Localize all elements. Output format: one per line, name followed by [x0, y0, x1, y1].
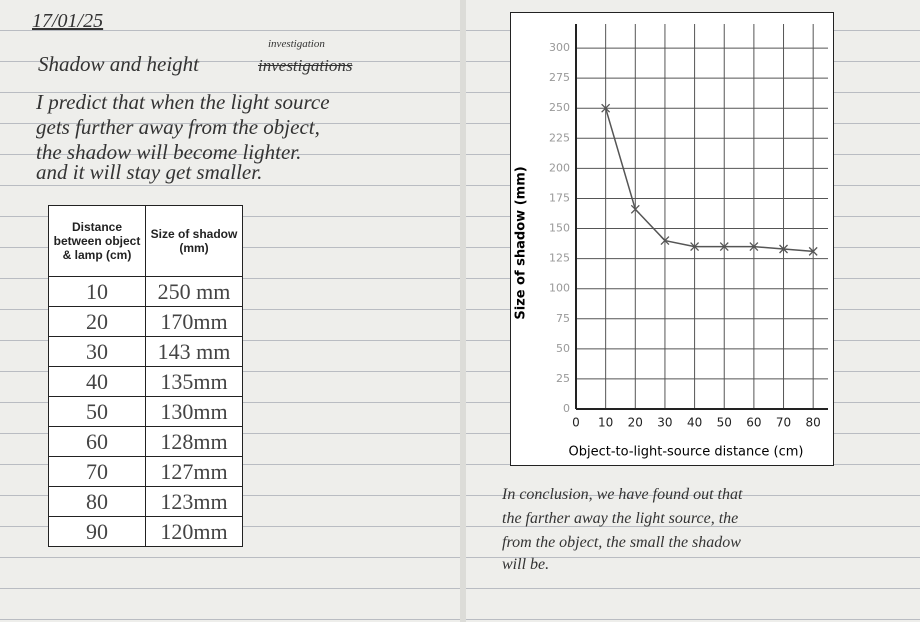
table-cell: 30	[48, 336, 146, 367]
conclusion-line: In conclusion, we have found out that	[502, 486, 743, 503]
graph-card: Size of shadow (mm) Object-to-light-sour…	[510, 12, 834, 466]
table-cell: 50	[48, 396, 146, 427]
y-tick-label: 300	[549, 41, 570, 54]
results-table: Distance between object & lamp (cm) Size …	[48, 205, 243, 547]
y-tick-label: 250	[549, 101, 570, 114]
table-cell: 10	[48, 276, 146, 307]
table-cell: 60	[48, 426, 146, 457]
data-point	[601, 103, 611, 113]
prediction-line: gets further away from the object,	[36, 115, 320, 139]
title-struck: investigations	[258, 56, 353, 75]
data-point	[749, 242, 759, 252]
table-cell: 250 mm	[145, 276, 243, 307]
data-point	[779, 244, 788, 254]
table-cell: 128mm	[145, 426, 243, 457]
y-tick-label: 275	[549, 71, 570, 84]
y-tick-label: 50	[556, 342, 570, 355]
table-row: 40 135mm	[48, 366, 243, 397]
conclusion-line: from the object, the small the shadow	[502, 534, 741, 551]
chart: Size of shadow (mm) Object-to-light-sour…	[514, 24, 828, 460]
y-tick-label: 125	[549, 252, 570, 265]
y-tick-label: 200	[549, 161, 570, 174]
table-cell: 80	[48, 486, 146, 517]
table-row: 70 127mm	[48, 456, 243, 487]
data-point	[660, 236, 670, 246]
table-cell: 135mm	[145, 366, 243, 397]
y-tick-label: 225	[549, 131, 570, 144]
data-point	[690, 242, 700, 252]
x-tick-label: 70	[776, 416, 791, 430]
x-axis-title: Object-to-light-source distance (cm)	[569, 445, 804, 460]
table-cell: 120mm	[145, 516, 243, 547]
y-tick-label: 25	[556, 372, 570, 385]
table-cell: 90	[48, 516, 146, 547]
table-row: 80 123mm	[48, 486, 243, 517]
conclusion-line: the farther away the light source, the	[502, 510, 739, 527]
table-row: 60 128mm	[48, 426, 243, 457]
prediction-line: the shadow will become lighter.	[36, 140, 302, 164]
x-tick-label: 20	[628, 416, 643, 430]
header-cell: Size of shadow (mm)	[145, 205, 243, 277]
y-tick-label: 0	[563, 402, 570, 415]
x-tick-label: 0	[572, 416, 580, 430]
table-row: 10 250 mm	[48, 276, 243, 307]
table-cell: 70	[48, 456, 146, 487]
title: Shadow and height	[38, 52, 199, 76]
title-insert: investigation	[268, 38, 325, 50]
y-tick-label: 100	[549, 282, 570, 295]
table-row: 90 120mm	[48, 516, 243, 547]
x-tick-label: 10	[598, 416, 613, 430]
x-tick-label: 80	[806, 416, 821, 430]
table-row: 50 130mm	[48, 396, 243, 427]
y-tick-label: 175	[549, 191, 570, 204]
data-point	[630, 204, 640, 214]
table-row: 20 170mm	[48, 306, 243, 337]
prediction-line: and it will stay get smaller.	[36, 160, 263, 184]
table-cell: 123mm	[145, 486, 243, 517]
x-tick-label: 50	[717, 416, 732, 430]
table-cell: 143 mm	[145, 336, 243, 367]
conclusion-line: will be.	[502, 556, 550, 573]
table-cell: 130mm	[145, 396, 243, 427]
prediction-line: I predict that when the light source	[36, 90, 330, 114]
y-tick-label: 150	[549, 222, 570, 235]
data-line	[604, 108, 814, 253]
x-tick-label: 40	[687, 416, 702, 430]
y-tick-label: 75	[556, 312, 570, 325]
table-cell: 40	[48, 366, 146, 397]
y-axis-title: Size of shadow (mm)	[514, 166, 529, 319]
table-cell: 170mm	[145, 306, 243, 337]
data-point	[719, 242, 729, 252]
table-cell: 20	[48, 306, 146, 337]
date: 17/01/25	[32, 10, 104, 32]
x-tick-label: 30	[657, 416, 672, 430]
data-point	[808, 246, 818, 256]
table-row: 30 143 mm	[48, 336, 243, 367]
table-cell: 127mm	[145, 456, 243, 487]
x-tick-label: 60	[746, 416, 761, 430]
header-cell: Distance between object & lamp (cm)	[48, 205, 146, 277]
